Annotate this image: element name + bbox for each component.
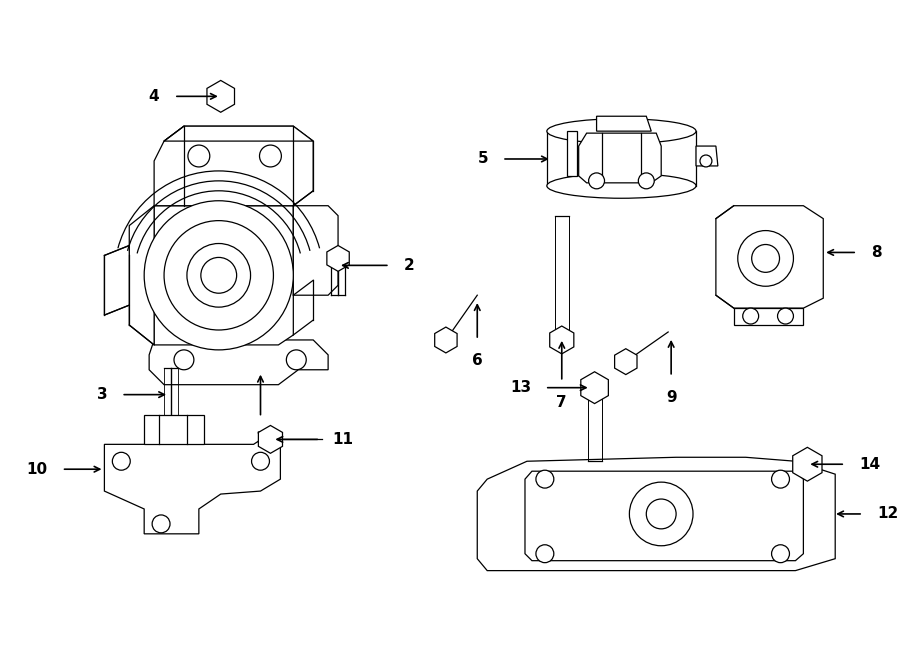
Polygon shape	[144, 414, 203, 444]
Polygon shape	[149, 340, 328, 385]
Polygon shape	[327, 245, 349, 271]
Circle shape	[778, 308, 794, 324]
Circle shape	[742, 308, 759, 324]
Circle shape	[752, 245, 779, 272]
Circle shape	[174, 350, 194, 369]
Text: 5: 5	[478, 151, 488, 167]
Polygon shape	[615, 349, 637, 375]
Polygon shape	[579, 133, 662, 183]
Polygon shape	[104, 430, 281, 534]
Polygon shape	[580, 371, 608, 404]
Text: 11: 11	[332, 432, 353, 447]
Circle shape	[252, 452, 269, 470]
Polygon shape	[550, 326, 574, 354]
Text: 8: 8	[871, 245, 882, 260]
Circle shape	[536, 545, 554, 563]
Text: 13: 13	[509, 380, 531, 395]
Polygon shape	[207, 81, 235, 112]
Circle shape	[629, 482, 693, 546]
Circle shape	[212, 89, 229, 104]
Circle shape	[201, 257, 237, 293]
Ellipse shape	[547, 119, 696, 143]
Polygon shape	[164, 126, 313, 141]
Polygon shape	[597, 116, 652, 131]
Text: 4: 4	[148, 89, 159, 104]
Polygon shape	[154, 206, 293, 345]
Circle shape	[187, 243, 250, 307]
Text: 6: 6	[472, 353, 482, 368]
Polygon shape	[525, 471, 804, 561]
Circle shape	[771, 545, 789, 563]
Polygon shape	[567, 131, 577, 176]
Text: 2: 2	[404, 258, 414, 273]
Circle shape	[700, 155, 712, 167]
Polygon shape	[104, 245, 130, 315]
Circle shape	[738, 231, 794, 286]
Circle shape	[536, 470, 554, 488]
Circle shape	[286, 350, 306, 369]
Polygon shape	[258, 426, 283, 453]
Circle shape	[589, 173, 605, 189]
Polygon shape	[130, 206, 154, 345]
Polygon shape	[734, 308, 804, 325]
Text: 9: 9	[666, 390, 677, 405]
Circle shape	[259, 145, 282, 167]
Polygon shape	[716, 206, 824, 308]
Polygon shape	[435, 327, 457, 353]
Polygon shape	[477, 457, 835, 570]
Polygon shape	[154, 126, 313, 206]
Circle shape	[188, 145, 210, 167]
Polygon shape	[696, 146, 718, 166]
Polygon shape	[293, 206, 338, 295]
Circle shape	[164, 221, 274, 330]
Text: 7: 7	[556, 395, 567, 410]
Circle shape	[152, 515, 170, 533]
Circle shape	[638, 173, 654, 189]
Text: 3: 3	[97, 387, 107, 402]
Ellipse shape	[547, 173, 696, 198]
Circle shape	[646, 499, 676, 529]
Circle shape	[112, 452, 130, 470]
Text: 12: 12	[877, 506, 898, 522]
Text: 1: 1	[256, 432, 266, 446]
Text: 14: 14	[860, 457, 880, 472]
Polygon shape	[793, 447, 822, 481]
Text: 10: 10	[27, 461, 48, 477]
Circle shape	[771, 470, 789, 488]
Circle shape	[144, 201, 293, 350]
